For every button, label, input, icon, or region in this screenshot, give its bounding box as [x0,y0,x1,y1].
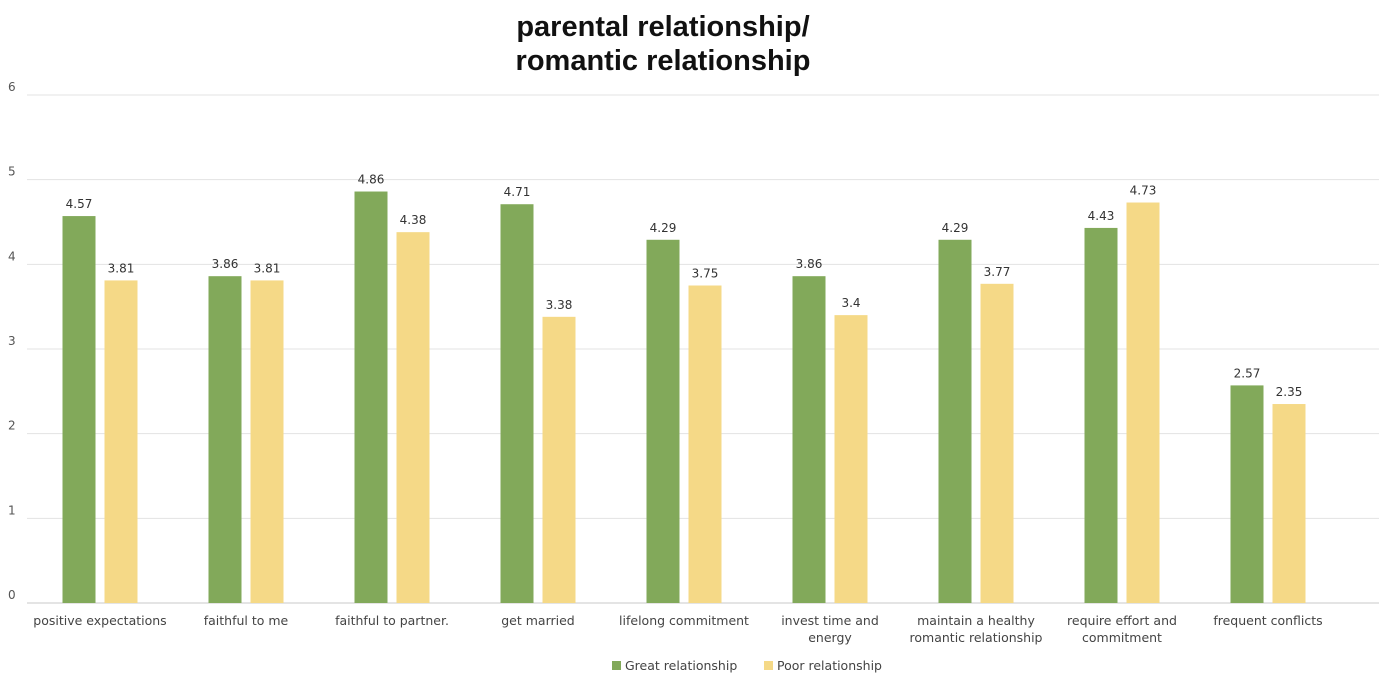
chart-title-line-2: romantic relationship [515,45,811,77]
value-label-great-4: 4.29 [650,221,677,235]
bar-poor-2 [396,232,430,603]
value-label-poor-1: 3.81 [254,261,281,275]
y-tick-label-1: 1 [8,503,16,517]
category-label-7-line-1: commitment [1082,630,1162,645]
category-label-7-line-0: require effort and [1067,613,1177,628]
value-label-great-3: 4.71 [504,185,531,199]
bar-great-2 [354,191,388,603]
value-label-great-8: 2.57 [1234,366,1261,380]
value-label-great-0: 4.57 [66,197,93,211]
y-tick-label-3: 3 [8,334,16,348]
bar-great-8 [1230,385,1264,603]
bar-poor-1 [250,280,284,603]
value-label-great-6: 4.29 [942,221,969,235]
y-tick-label-5: 5 [8,165,16,179]
bar-poor-6 [980,283,1014,603]
value-label-great-2: 4.86 [358,173,385,187]
category-label-2: faithful to partner. [335,613,449,628]
value-label-poor-8: 2.35 [1276,385,1303,399]
value-label-poor-6: 3.77 [984,265,1011,279]
value-label-great-5: 3.86 [796,257,823,271]
y-tick-label-2: 2 [8,419,16,433]
bar-great-1 [208,276,242,603]
y-tick-label-4: 4 [8,249,16,263]
category-label-4: lifelong commitment [619,613,749,628]
y-tick-label-6: 6 [8,80,16,94]
bar-great-5 [792,276,826,603]
value-label-poor-7: 4.73 [1130,184,1157,198]
bar-great-3 [500,204,534,603]
chart-title: parental relationship/ romantic relation… [0,10,1326,78]
legend-item-great: Great relationship [612,658,737,673]
value-label-poor-0: 3.81 [108,261,135,275]
value-label-great-1: 3.86 [212,257,239,271]
legend-label-poor: Poor relationship [777,658,882,673]
bar-poor-0 [104,280,138,603]
value-label-poor-2: 4.38 [400,213,427,227]
bar-great-6 [938,239,972,603]
bar-great-7 [1084,227,1118,603]
bar-poor-5 [834,315,868,603]
bar-poor-7 [1126,202,1160,603]
legend-swatch-poor [764,661,773,670]
category-label-3: get married [501,613,575,628]
category-label-6-line-0: maintain a healthy [917,613,1035,628]
category-label-1: faithful to me [204,613,289,628]
value-label-poor-4: 3.75 [692,267,719,281]
chart-title-line-1: parental relationship/ [516,11,810,43]
bar-poor-3 [542,316,576,603]
bar-great-0 [62,216,96,603]
y-tick-label-0: 0 [8,588,16,602]
category-label-5-line-1: energy [808,630,852,645]
category-label-5-line-0: invest time and [781,613,879,628]
category-label-6-line-1: romantic relationship [910,630,1043,645]
bar-great-4 [646,239,680,603]
value-label-poor-5: 3.4 [841,296,860,310]
bar-poor-4 [688,285,722,603]
legend-swatch-great [612,661,621,670]
legend-label-great: Great relationship [625,658,738,673]
value-label-great-7: 4.43 [1088,209,1115,223]
category-label-8: frequent conflicts [1213,613,1322,628]
value-label-poor-3: 3.38 [546,298,573,312]
category-label-0: positive expectations [33,613,166,628]
legend-item-poor: Poor relationship [764,658,882,673]
chart-legend: Great relationship Poor relationship [0,658,1379,678]
bar-poor-8 [1272,404,1306,603]
